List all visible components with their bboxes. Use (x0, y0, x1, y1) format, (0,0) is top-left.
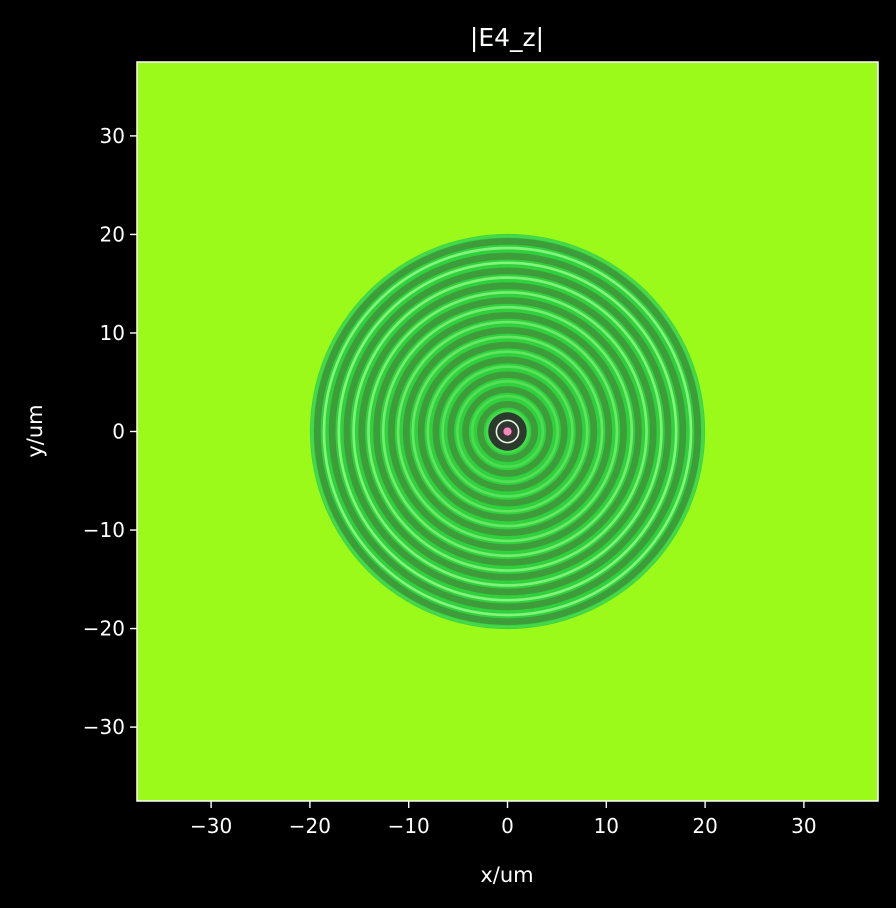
bright-ring-5 (381, 305, 634, 558)
dark-ring-11 (462, 386, 553, 477)
dark-ring-12 (476, 400, 539, 463)
bright-ring-8 (426, 350, 589, 513)
y-tick-label: −30 (83, 715, 125, 739)
x-axis-ticks: −30 −20 −10 0 10 20 30 (190, 801, 817, 838)
bright-ring-1 (322, 246, 693, 617)
x-tick-label: −30 (190, 814, 232, 838)
field-region-edge (310, 234, 705, 629)
x-tick-label: −10 (388, 814, 430, 838)
y-tick-label: 20 (100, 222, 125, 246)
dark-ring-9 (432, 356, 583, 507)
dark-ring-8 (417, 341, 598, 522)
bright-ring-11 (470, 394, 545, 469)
dark-ring-6 (388, 312, 627, 551)
y-tick-label: −10 (83, 518, 125, 542)
chart-title: |E4_z| (470, 23, 544, 52)
bright-ring-9 (441, 365, 574, 498)
x-tick-label: −20 (289, 814, 331, 838)
bright-ring-6 (396, 320, 619, 543)
x-axis-label: x/um (480, 863, 533, 887)
core-ring (495, 419, 520, 444)
x-tick-label: 10 (594, 814, 619, 838)
dark-ring-7 (402, 326, 613, 537)
dark-ring-2 (328, 252, 687, 611)
bright-ring-12 (485, 409, 530, 454)
dark-ring-1 (313, 237, 702, 626)
bright-ring-4 (367, 291, 648, 572)
x-tick-label: 20 (692, 814, 717, 838)
y-tick-label: −20 (83, 617, 125, 641)
bright-ring-3 (352, 276, 663, 587)
plot-area (137, 62, 878, 801)
center-peak (503, 427, 512, 436)
bright-ring-7 (411, 335, 604, 528)
bright-ring-10 (456, 380, 559, 483)
ring-pattern (309, 233, 706, 630)
dark-ring-3 (343, 267, 672, 596)
y-tick-label: 30 (100, 124, 125, 148)
y-tick-label: 10 (100, 321, 125, 345)
y-tick-label: 0 (112, 420, 125, 444)
bright-ring-2 (337, 261, 678, 602)
y-axis-ticks: 30 20 10 0 −10 −20 −30 (83, 124, 137, 739)
dark-ring-10 (447, 371, 568, 492)
x-tick-label: 30 (791, 814, 816, 838)
x-tick-label: 0 (501, 814, 514, 838)
dark-ring-4 (358, 282, 657, 581)
dark-ring-5 (373, 297, 642, 566)
y-axis-label: y/um (23, 404, 47, 457)
